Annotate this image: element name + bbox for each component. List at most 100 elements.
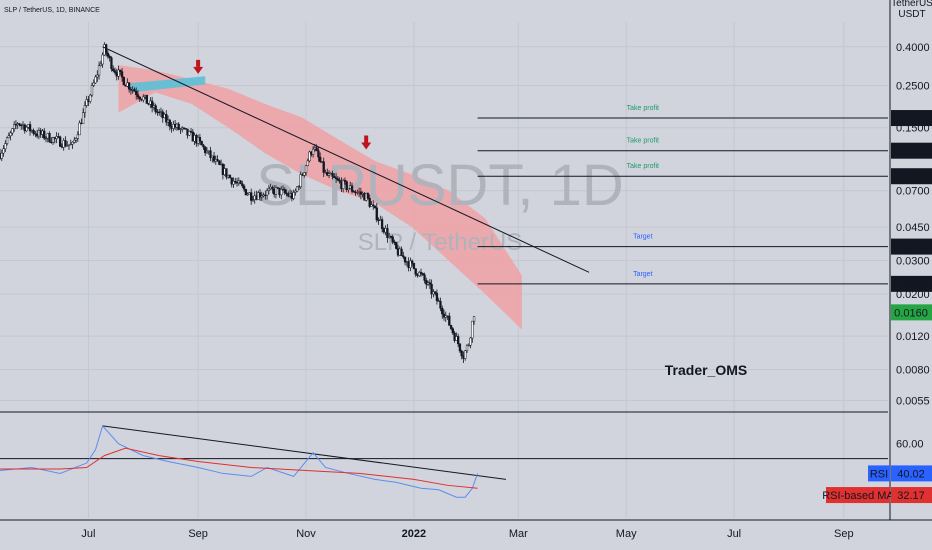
time-tick-label: Jul	[81, 528, 95, 540]
candle-body	[347, 188, 350, 190]
candle-body	[242, 185, 246, 190]
level-price-tag-text: 0.0355	[894, 242, 928, 254]
candle-body	[411, 260, 414, 264]
candle-body	[69, 143, 72, 146]
candle-body	[136, 94, 140, 98]
candle-body	[202, 144, 205, 148]
candle-body	[0, 152, 3, 159]
candle-body	[145, 94, 148, 104]
candle-body	[352, 191, 355, 193]
candle-body	[188, 131, 191, 136]
candle-body	[414, 268, 417, 275]
candle-body	[230, 177, 233, 185]
currency-header-line1: TetherUS	[891, 0, 932, 9]
candle-body	[179, 128, 182, 131]
level-price-tag-text: 0.0833	[894, 171, 928, 183]
candle-body	[204, 146, 207, 154]
candle-body	[471, 320, 474, 339]
candle-body	[425, 280, 428, 285]
candle-body	[165, 114, 168, 123]
price-tick-label: 0.0700	[896, 186, 930, 198]
rsi-value-tag	[891, 465, 932, 482]
candle-body	[448, 315, 451, 326]
candle-body	[2, 148, 5, 154]
currency-header-line2: USDT	[898, 9, 925, 20]
candle-body	[73, 139, 76, 143]
candle-body	[154, 105, 157, 113]
candle-body	[322, 161, 325, 173]
bullish-cloud	[130, 76, 206, 93]
candle-body	[239, 180, 242, 185]
candle-body	[395, 242, 398, 249]
time-tick-label: Jul	[727, 528, 741, 540]
candle-body	[67, 144, 71, 146]
level-price-tag-text: 0.1135	[895, 146, 928, 158]
candle-body	[212, 155, 216, 162]
candle-body	[90, 85, 94, 96]
watermark-symbol: SLPUSDT, 1D	[256, 153, 623, 218]
candle-body	[142, 96, 145, 101]
candle-body	[89, 94, 92, 102]
axes: 0.1686 0.1135 0.0833 0.0355 0.0226 0.4000 0.25…	[81, 42, 932, 540]
candle-body	[419, 271, 423, 274]
candle-body	[117, 69, 120, 77]
candle-body	[449, 325, 453, 329]
candle-body	[375, 207, 378, 221]
rsi-value: 40.02	[897, 468, 925, 480]
candle-body	[451, 328, 454, 334]
candle-body	[423, 274, 426, 281]
rsi-pane[interactable]	[0, 424, 888, 498]
candle-body	[97, 65, 101, 76]
rsi-trendline[interactable]	[102, 425, 506, 480]
candle-body	[292, 192, 295, 199]
candle-body	[225, 168, 228, 178]
time-tick-label: May	[616, 528, 637, 540]
candle-body	[122, 76, 125, 86]
level-price-tag-text: 0.0226	[894, 279, 928, 291]
candle-body	[58, 136, 62, 147]
rsi-ma-name-tag	[826, 487, 890, 504]
candle-body	[9, 132, 12, 137]
candle-body	[359, 191, 363, 195]
level-price-tag	[891, 142, 932, 159]
candle-body	[458, 343, 462, 352]
watermark-description: SLP / TetherUS	[358, 229, 523, 256]
level-price-tag-text: 0.1686	[894, 113, 928, 125]
candle-body	[120, 71, 124, 78]
candle-body	[96, 74, 99, 78]
price-trendline[interactable]	[102, 46, 590, 273]
candle-body	[43, 130, 46, 139]
rsi-ma-value: 32.17	[897, 490, 925, 502]
time-tick-label: Mar	[509, 528, 528, 540]
bearish-cloud	[118, 65, 522, 330]
candle-body	[260, 195, 263, 198]
candle-body	[296, 186, 299, 192]
candle-body	[198, 137, 202, 142]
candle-body	[32, 129, 35, 134]
candle-body	[127, 82, 131, 90]
candle-body	[101, 54, 104, 65]
candle-body	[315, 147, 318, 151]
candle-body	[265, 190, 269, 196]
candle-body	[92, 82, 95, 86]
candle-body	[338, 179, 341, 182]
candle-body	[200, 140, 203, 146]
symbol-header[interactable]: SLP / TetherUS, 1D, BINANCE	[4, 7, 100, 14]
take-profit-label: Take profit	[627, 105, 659, 112]
candle-body	[428, 282, 431, 285]
candle-body	[228, 175, 232, 179]
candle-body	[274, 187, 278, 195]
price-tick-label: 0.0055	[896, 395, 930, 407]
candle-body	[113, 70, 117, 73]
candle-body	[7, 135, 10, 139]
candle-body	[5, 137, 9, 144]
candle-body	[25, 127, 28, 132]
rsi-name-tag	[868, 465, 890, 482]
drawings[interactable]: Take profit Take profit Take profit Target T…	[102, 46, 888, 285]
candle-body	[234, 181, 237, 183]
candle-body	[368, 197, 371, 207]
candle-body	[441, 308, 444, 315]
take-profit-label: Take profit	[627, 163, 659, 170]
